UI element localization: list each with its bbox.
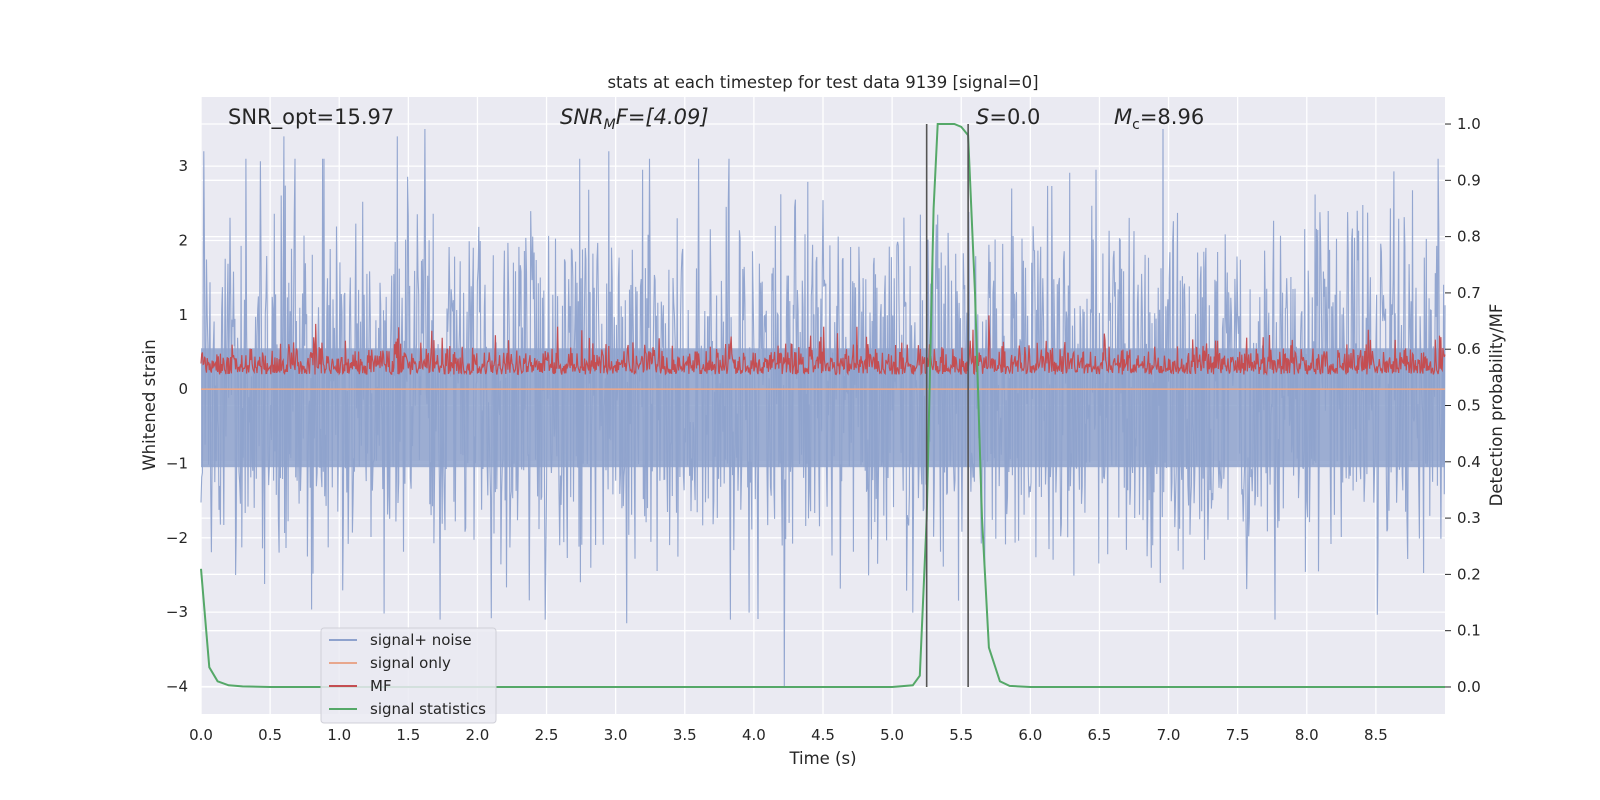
x-tick-label: 1.5	[396, 726, 420, 744]
x-tick-label: 3.5	[673, 726, 697, 744]
mc-subscript: c	[1132, 117, 1140, 133]
x-tick-label: 6.0	[1018, 726, 1042, 744]
y-tick-label-left: 2	[178, 231, 188, 249]
y-tick-label-left: 1	[178, 306, 188, 324]
y-tick-label-left: −2	[166, 529, 188, 547]
mc-value: =8.96	[1140, 105, 1204, 129]
y-tick-label-right: 0.8	[1457, 228, 1481, 246]
x-tick-label: 8.0	[1295, 726, 1319, 744]
mc-symbol: M	[1114, 105, 1132, 129]
y-tick-label-right: 0.5	[1457, 397, 1481, 415]
annotation-snr-opt: SNR_opt=15.97	[228, 105, 394, 130]
y-tick-label-right: 0.7	[1457, 284, 1481, 302]
y-tick-label-right: 0.9	[1457, 171, 1481, 189]
legend-label-signal-only: signal only	[370, 654, 451, 672]
snr-mf-subscript: M	[604, 117, 616, 133]
x-tick-label: 3.0	[604, 726, 628, 744]
x-tick-label: 4.0	[742, 726, 766, 744]
legend-label-signal-noise: signal+ noise	[370, 631, 472, 649]
y-tick-label-right: 0.1	[1457, 622, 1481, 640]
annotation-mc: Mc=8.96	[1114, 105, 1204, 133]
legend-label-signal-statistics: signal statistics	[370, 700, 486, 718]
x-tick-label: 5.5	[949, 726, 973, 744]
chart-title: stats at each timestep for test data 913…	[607, 73, 1038, 92]
legend-box	[320, 627, 497, 724]
x-tick-label: 5.0	[880, 726, 904, 744]
y-tick-label-left: −4	[166, 677, 188, 695]
s-value: =0.0	[989, 105, 1040, 129]
signal-statistics-line	[200, 123, 1445, 688]
y-axis-label-right: Detection probability/MF	[1487, 304, 1506, 507]
x-tick-label: 2.5	[535, 726, 559, 744]
annotation-s: S=0.0	[976, 105, 1040, 129]
y-tick-label-left: −1	[166, 454, 188, 472]
y-tick-label-left: −3	[166, 603, 188, 621]
y-tick-label-left: 3	[178, 157, 188, 175]
y-tick-label-right: 0.2	[1457, 565, 1481, 583]
y-axis-label-left: Whitened strain	[140, 339, 159, 470]
mf-series	[200, 315, 1446, 376]
signal-statistics-series	[200, 123, 1445, 688]
x-tick-label: 0.0	[189, 726, 213, 744]
x-tick-label: 4.5	[811, 726, 835, 744]
y-tick-label-right: 0.6	[1457, 340, 1481, 358]
snr-mf-symbol: SNR	[560, 105, 604, 129]
vertical-markers	[925, 124, 969, 687]
legend-label-mf: MF	[370, 677, 392, 695]
y-tick-label-right: 0.4	[1457, 453, 1481, 471]
mf-line	[200, 315, 1446, 376]
x-tick-label: 8.5	[1364, 726, 1388, 744]
x-axis-label: Time (s)	[788, 749, 856, 768]
snr-mf-value: F=[4.09]	[616, 105, 709, 129]
x-tick-label: 6.5	[1088, 726, 1112, 744]
x-tick-label: 1.0	[327, 726, 351, 744]
x-tick-label: 7.0	[1157, 726, 1181, 744]
ticks: 0.0 0.5 1.0 1.5 2.0 2.5 3.0 3.5 4.0 4.5 5.0 5.5 6.0 6…	[166, 115, 1481, 744]
y-tick-label-left: 0	[178, 380, 188, 398]
legend: signal+ noise signal only MF signal stat…	[320, 627, 497, 724]
annotation-snr-mf: SNRMF=[4.09]	[560, 105, 709, 133]
y-tick-label-right: 0.0	[1457, 678, 1481, 696]
y-tick-label-right: 1.0	[1457, 115, 1481, 133]
x-tick-label: 2.0	[466, 726, 490, 744]
x-tick-label: 0.5	[258, 726, 282, 744]
x-tick-label: 7.5	[1226, 726, 1250, 744]
y-tick-label-right: 0.3	[1457, 509, 1481, 527]
signal-noise-line	[200, 128, 1446, 687]
s-symbol: S	[976, 105, 989, 129]
